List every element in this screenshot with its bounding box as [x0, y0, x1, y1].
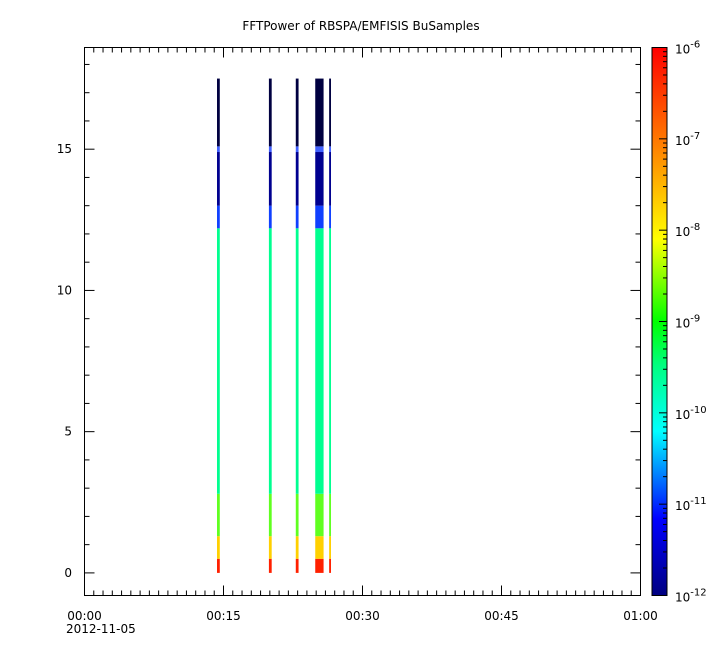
x-axis-date-label: 2012-11-05 [66, 622, 136, 636]
spectrogram-strip [295, 78, 299, 573]
colorbar-tick-exponent: -10 [690, 405, 706, 416]
plot-frame [84, 47, 641, 596]
spectrogram-cell [315, 205, 324, 229]
spectrogram-cell [217, 558, 220, 573]
colorbar-tick-base: 10 [675, 408, 690, 422]
spectrogram-cell [315, 558, 324, 573]
spectrogram-cell [329, 78, 331, 147]
spectrogram-cell [329, 493, 331, 537]
colorbar-tick-exponent: -7 [690, 131, 700, 142]
y-tick-label: 15 [57, 142, 72, 156]
spectrogram-cell [268, 152, 272, 206]
chart-title: FFTPower of RBSPA/EMFISIS BuSamples [242, 19, 479, 33]
colorbar-tick-exponent: -11 [690, 496, 706, 507]
spectrogram-strip [329, 78, 331, 573]
spectrogram-cell [217, 536, 220, 559]
spectrogram-strip [315, 78, 324, 573]
spectrogram-cell [268, 78, 272, 147]
spectrogram-cell [268, 558, 272, 573]
colorbar-tick-label: 10-9 [675, 314, 700, 331]
colorbar-tick-base: 10 [675, 43, 690, 57]
spectrogram-cell [268, 205, 272, 229]
spectrogram-cell [295, 228, 299, 494]
spectrogram-cell [315, 146, 324, 153]
colorbar-ticks [659, 47, 667, 596]
x-tick-label: 01:00 [623, 609, 658, 623]
spectrogram-cell [217, 78, 220, 147]
spectrogram-cell [295, 152, 299, 206]
colorbar-tick-exponent: -9 [690, 314, 700, 325]
spectrogram-cell [295, 78, 299, 147]
spectrogram-cell [217, 228, 220, 494]
colorbar-tick-exponent: -6 [690, 40, 700, 51]
spectrogram-cell [295, 146, 299, 153]
spectrogram-cell [315, 228, 324, 494]
x-axis-tick-labels: 00:00 00:15 00:30 00:45 01:00 [67, 609, 658, 623]
spectrogram-strip [268, 78, 272, 573]
x-axis-ticks [84, 47, 641, 596]
spectrogram-cell [295, 536, 299, 559]
spectrogram-cell [295, 205, 299, 229]
spectrogram-cell [329, 205, 331, 229]
spectrogram-cell [329, 558, 331, 573]
spectrogram-strip [217, 78, 220, 573]
x-tick-label: 00:00 [67, 609, 102, 623]
y-tick-label: 10 [57, 283, 72, 297]
x-tick-label: 00:30 [345, 609, 380, 623]
spectrogram-cell [295, 558, 299, 573]
colorbar-tick-label: 10-7 [675, 131, 700, 148]
colorbar-tick-label: 10-8 [675, 222, 700, 239]
spectrogram-cell [329, 152, 331, 206]
colorbar-tick-base: 10 [675, 225, 690, 239]
spectrogram-cell [217, 146, 220, 153]
x-tick-label: 00:15 [206, 609, 241, 623]
spectrogram-cell [268, 536, 272, 559]
colorbar-tick-base: 10 [675, 499, 690, 513]
spectrogram-cell [315, 152, 324, 206]
spectrogram-strips [217, 78, 331, 573]
spectrogram-cell [315, 78, 324, 147]
spectrogram-cell [329, 146, 331, 153]
colorbar-tick-exponent: -12 [690, 588, 706, 599]
spectrogram-cell [315, 493, 324, 537]
spectrogram-cell [217, 205, 220, 229]
y-tick-label: 5 [64, 425, 72, 439]
y-axis-ticks [84, 63, 641, 574]
spectrogram-cell [217, 493, 220, 537]
spectrogram-cell [268, 493, 272, 537]
spectrogram-cell [268, 228, 272, 494]
x-tick-label: 00:45 [484, 609, 519, 623]
colorbar-tick-label: 10-12 [675, 588, 707, 605]
colorbar-tick-base: 10 [675, 591, 690, 605]
colorbar-tick-label: 10-6 [675, 40, 700, 57]
spectrogram-cell [329, 228, 331, 494]
spectrogram-cell [315, 536, 324, 559]
spectrogram-cell [268, 146, 272, 153]
y-tick-label: 0 [64, 566, 72, 580]
y-axis-tick-labels: 0 5 10 15 [57, 142, 72, 580]
colorbar-tick-label: 10-10 [675, 405, 707, 422]
spectrogram-cell [217, 152, 220, 206]
spectrogram-cell [295, 493, 299, 537]
colorbar-tick-exponent: -8 [690, 222, 700, 233]
spectrogram-cell [329, 536, 331, 559]
colorbar-tick-label: 10-11 [675, 496, 707, 513]
colorbar-tick-base: 10 [675, 134, 690, 148]
colorbar-tick-base: 10 [675, 317, 690, 331]
